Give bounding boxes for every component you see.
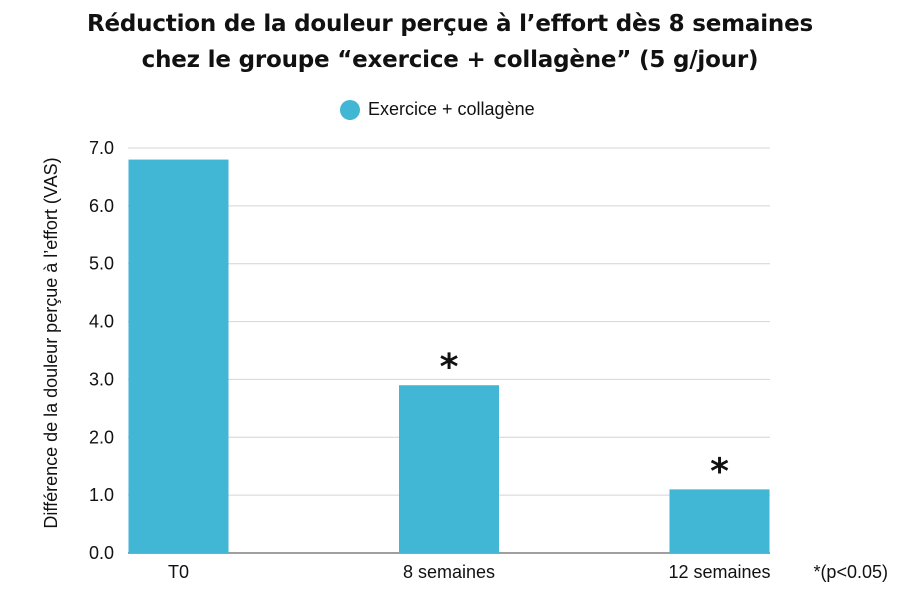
- y-tick-label: 3.0: [89, 369, 114, 389]
- legend-swatch-icon: [340, 99, 360, 120]
- bars: [128, 159, 770, 554]
- bar: [399, 385, 499, 553]
- significance-asterisk: *: [440, 347, 459, 388]
- y-tick-label: 1.0: [89, 485, 114, 505]
- x-tick-label: T0: [168, 562, 189, 582]
- bar: [128, 159, 229, 554]
- significance-asterisk: *: [710, 451, 729, 492]
- legend: Exercice + collagène: [340, 99, 535, 120]
- x-tick-label: 8 semaines: [403, 562, 495, 582]
- x-axis-tick-labels: T0 8 semaines 12 semaines: [168, 562, 771, 582]
- bar: [669, 489, 770, 553]
- chart-title-line-2: chez le groupe “exercice + collagène” (5…: [141, 47, 759, 73]
- y-tick-label: 7.0: [89, 138, 114, 158]
- y-tick-label: 6.0: [89, 196, 114, 216]
- y-tick-label: 0.0: [89, 543, 114, 563]
- significance-footnote: *(p<0.05): [813, 562, 888, 582]
- y-axis-title: Différence de la douleur perçue à l’effo…: [41, 157, 61, 528]
- y-tick-label: 5.0: [89, 254, 114, 274]
- significance-markers: **: [440, 347, 730, 492]
- y-tick-label: 4.0: [89, 312, 114, 332]
- y-tick-label: 2.0: [89, 427, 114, 447]
- chart-title: Réduction de la douleur perçue à l’effor…: [0, 6, 900, 78]
- chart-title-line-1: Réduction de la douleur perçue à l’effor…: [87, 11, 813, 37]
- legend-label: Exercice + collagène: [368, 99, 535, 119]
- y-axis-tick-labels: 0.0 1.0 2.0 3.0 4.0 5.0 6.0 7.0: [89, 138, 114, 563]
- x-tick-label: 12 semaines: [668, 562, 770, 582]
